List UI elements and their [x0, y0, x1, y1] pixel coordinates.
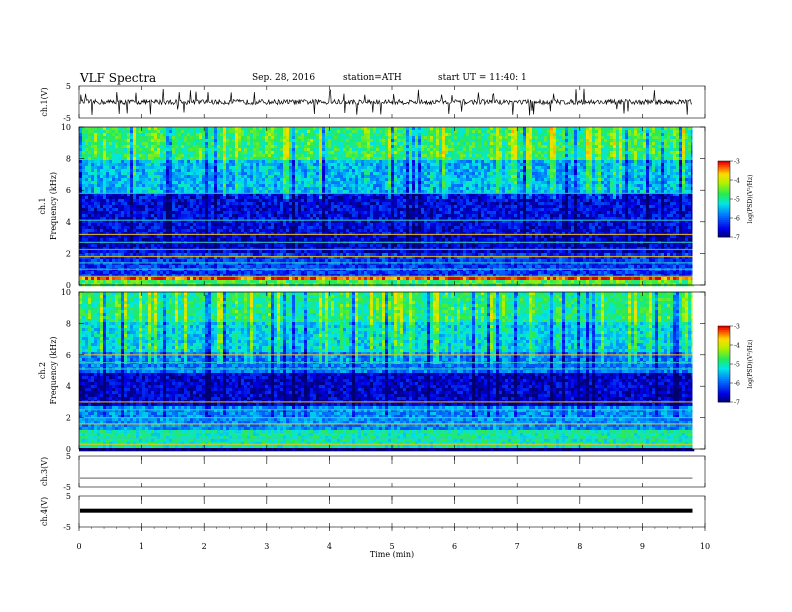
- ch1-waveform-ytick-top: 5: [66, 82, 71, 91]
- ch2-spectrogram-ytick: 4: [66, 382, 71, 391]
- ch2-spectrogram-colorbar-label: log(PSD)(V²/Hz): [747, 340, 754, 389]
- ch1-spectrogram-colorbar-tick: -4: [734, 178, 740, 185]
- x-tick-label: 9: [640, 542, 645, 551]
- x-tick-label: 8: [577, 542, 582, 551]
- x-tick-label: 6: [452, 542, 457, 551]
- ch3-waveform-ytick-top: 5: [66, 452, 71, 461]
- vlf-figure: 5-5ch.1(V)0246810ch.1 Frequency (kHz)-3-4…: [0, 0, 792, 612]
- ch3-waveform: 5 -5 ch.3(V): [40, 452, 705, 492]
- ch2-spectrogram-ytick: 2: [66, 414, 71, 423]
- ch1-spectrogram-ylabel-freq: Frequency (kHz): [49, 172, 58, 240]
- ch2-spectrogram-colorbar-tick: -6: [734, 381, 740, 388]
- x-tick-label: 1: [139, 542, 144, 551]
- ch3-waveform-ylabel: ch.3(V): [40, 457, 49, 486]
- ch3-waveform-ytick-bottom: -5: [63, 483, 71, 492]
- ch1-spectrogram-colorbar-tick: -3: [734, 159, 740, 166]
- ch1-spectrogram-ytick: 10: [61, 123, 71, 132]
- ch4-waveform-trace: [80, 509, 692, 513]
- ch2-spectrogram-ytick: 8: [66, 319, 71, 328]
- ch2-spectrogram-ytick: 6: [66, 351, 71, 360]
- ch4-waveform-ytick-top: 5: [66, 492, 71, 501]
- ch2-spectrogram-ytick: 10: [61, 288, 71, 297]
- ch1-spectrogram-colorbar: -3 -4 -5 -6 -7 log(PSD)(V²/Hz): [718, 159, 754, 242]
- ch2-spectrogram-colorbar-tick: -4: [734, 343, 740, 350]
- ch1-waveform-ytick-bottom: -5: [63, 114, 71, 123]
- ch2-spectrogram-colorbar-tick: -5: [734, 362, 740, 369]
- ch2-spectrogram-colorbar-tick: -3: [734, 324, 740, 331]
- x-tick-label: 3: [264, 542, 269, 551]
- x-tick-label: 7: [515, 542, 520, 551]
- ch2-spectrogram-colorbar-tick: -7: [734, 400, 740, 407]
- x-tick-label: 0: [76, 542, 81, 551]
- ch2-spectrogram-ylabel-freq: Frequency (kHz): [49, 336, 58, 404]
- ch2-spectrogram-colorbar: -3 -4 -5 -6 -7 log(PSD)(V²/Hz): [718, 324, 754, 407]
- ch1-spectrogram-colorbar-label: log(PSD)(V²/Hz): [747, 175, 754, 224]
- x-axis-label: Time (min): [370, 550, 414, 559]
- ch1-waveform: 5 -5 ch.1(V): [40, 82, 705, 123]
- ch4-waveform: 5 -5 ch.4(V): [40, 492, 705, 532]
- x-tick-label: 10: [700, 542, 710, 551]
- ch1-spectrogram-ytick: 6: [66, 186, 71, 195]
- ch1-spectrogram-colorbar-tick: -7: [734, 235, 740, 242]
- ch1-waveform-ylabel: ch.1(V): [40, 87, 49, 116]
- ch4-waveform-ylabel: ch.4(V): [40, 497, 49, 526]
- x-tick-label: 2: [202, 542, 207, 551]
- ch1-spectrogram-ytick: 2: [66, 249, 71, 258]
- ch1-spectrogram-colorbar-tick: -5: [734, 197, 740, 204]
- ch1-spectrogram-colorbar-tick: -6: [734, 216, 740, 223]
- ch1-waveform-trace: [80, 89, 692, 116]
- ch1-spectrogram-ytick: 8: [66, 155, 71, 164]
- ch2-spectrogram-ylabel-channel: ch.2: [38, 362, 47, 379]
- ch4-waveform-ytick-bottom: -5: [63, 523, 71, 532]
- ch1-spectrogram-ylabel-channel: ch.1: [38, 197, 47, 214]
- ch1-spectrogram-ytick: 4: [66, 218, 71, 227]
- x-tick-label: 4: [327, 542, 332, 551]
